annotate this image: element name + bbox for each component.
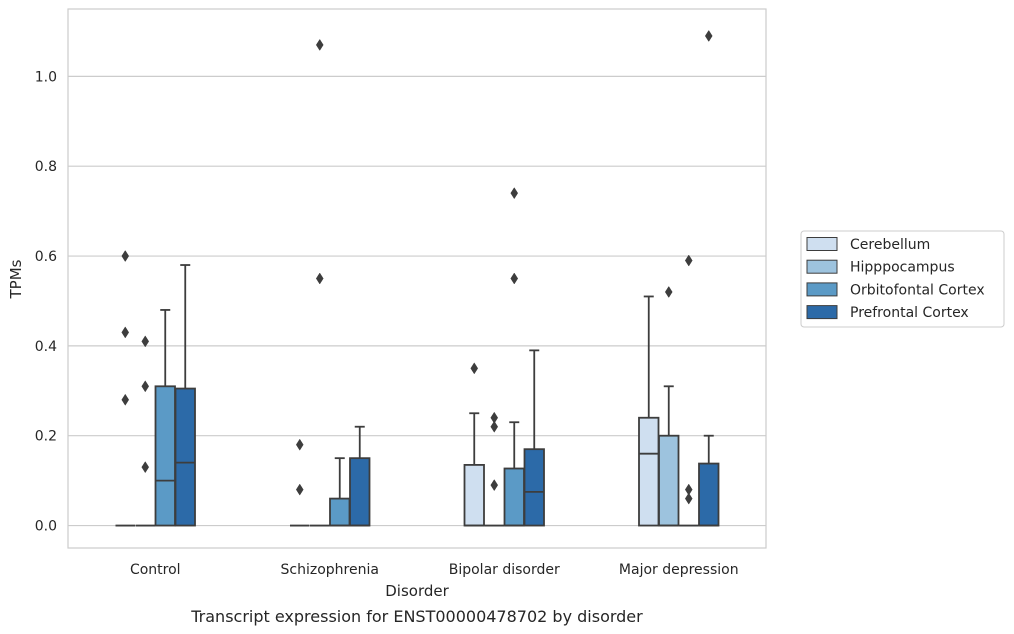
y-tick-label: 1.0 bbox=[35, 69, 57, 85]
box-group bbox=[638, 295, 660, 527]
box-group bbox=[463, 362, 485, 527]
y-tick-label: 0.4 bbox=[35, 339, 57, 355]
box-group bbox=[115, 250, 135, 527]
chart-caption: Transcript expression for ENST0000047870… bbox=[190, 607, 643, 626]
box-group bbox=[349, 425, 371, 527]
outlier-point bbox=[490, 479, 499, 492]
y-tick-labels: 0.0 0.2 0.4 0.6 0.8 1.0 bbox=[35, 69, 57, 534]
box-group bbox=[329, 457, 351, 527]
outlier-point bbox=[490, 420, 499, 433]
box bbox=[698, 462, 720, 527]
box bbox=[658, 434, 680, 527]
outlier-point bbox=[315, 38, 324, 51]
box-group bbox=[484, 411, 504, 527]
legend-label: Hipppocampus bbox=[850, 260, 955, 276]
x-tick-label: Major depression bbox=[619, 562, 739, 578]
outlier-point bbox=[141, 380, 150, 393]
box bbox=[463, 464, 485, 527]
y-tick-label: 0.0 bbox=[35, 519, 57, 535]
x-tick-label: Schizophrenia bbox=[281, 562, 379, 578]
x-axis-title: Disorder bbox=[385, 582, 449, 600]
outlier-point bbox=[315, 272, 324, 285]
outlier-point bbox=[664, 286, 673, 298]
box bbox=[154, 385, 176, 527]
outlier-point bbox=[141, 335, 150, 348]
outlier-point bbox=[684, 492, 693, 505]
box-group bbox=[503, 187, 525, 527]
legend-label: Cerebellum bbox=[850, 237, 930, 253]
legend-label: Orbitofontal Cortex bbox=[850, 282, 985, 298]
outlier-point bbox=[684, 254, 693, 267]
box-group bbox=[698, 29, 720, 527]
legend-label: Prefrontal Cortex bbox=[850, 305, 969, 321]
x-tick-labels: Control Schizophrenia Bipolar disorder Majo… bbox=[130, 562, 739, 578]
outlier-point bbox=[121, 393, 130, 406]
outlier-point bbox=[510, 272, 519, 285]
box-group bbox=[523, 349, 545, 527]
legend-swatch bbox=[806, 259, 838, 274]
box bbox=[174, 387, 196, 527]
box-group bbox=[154, 309, 176, 527]
outlier-point bbox=[704, 29, 713, 42]
x-tick-label: Control bbox=[130, 562, 181, 578]
outlier-point bbox=[295, 438, 304, 451]
outlier-point bbox=[510, 187, 519, 200]
x-tick-label: Bipolar disorder bbox=[449, 562, 560, 578]
box-group bbox=[658, 286, 680, 527]
y-tick-label: 0.8 bbox=[35, 159, 57, 175]
outlier-point bbox=[470, 362, 479, 375]
box-group bbox=[135, 335, 155, 527]
boxes-layer bbox=[115, 29, 720, 527]
outlier-point bbox=[121, 250, 130, 263]
box-group bbox=[174, 264, 196, 527]
legend-frame bbox=[800, 230, 1005, 328]
box-group bbox=[290, 438, 310, 527]
box bbox=[503, 467, 525, 527]
legend: Cerebellum Hipppocampus Orbitofontal Corte… bbox=[800, 230, 1005, 328]
outlier-point bbox=[121, 326, 130, 339]
y-tick-label: 0.2 bbox=[35, 429, 57, 445]
box-group bbox=[310, 38, 330, 527]
box bbox=[349, 457, 371, 527]
y-axis-title: TPMs bbox=[7, 259, 25, 299]
legend-swatch bbox=[806, 282, 838, 297]
legend-swatch bbox=[806, 237, 838, 251]
box bbox=[523, 448, 545, 527]
legend-swatch bbox=[806, 305, 838, 320]
box bbox=[638, 416, 660, 527]
box-group bbox=[679, 254, 699, 527]
plot-frame bbox=[67, 8, 767, 549]
outlier-point bbox=[295, 483, 304, 496]
box bbox=[329, 497, 351, 527]
outlier-point bbox=[141, 461, 150, 474]
y-tick-label: 0.6 bbox=[35, 249, 57, 265]
